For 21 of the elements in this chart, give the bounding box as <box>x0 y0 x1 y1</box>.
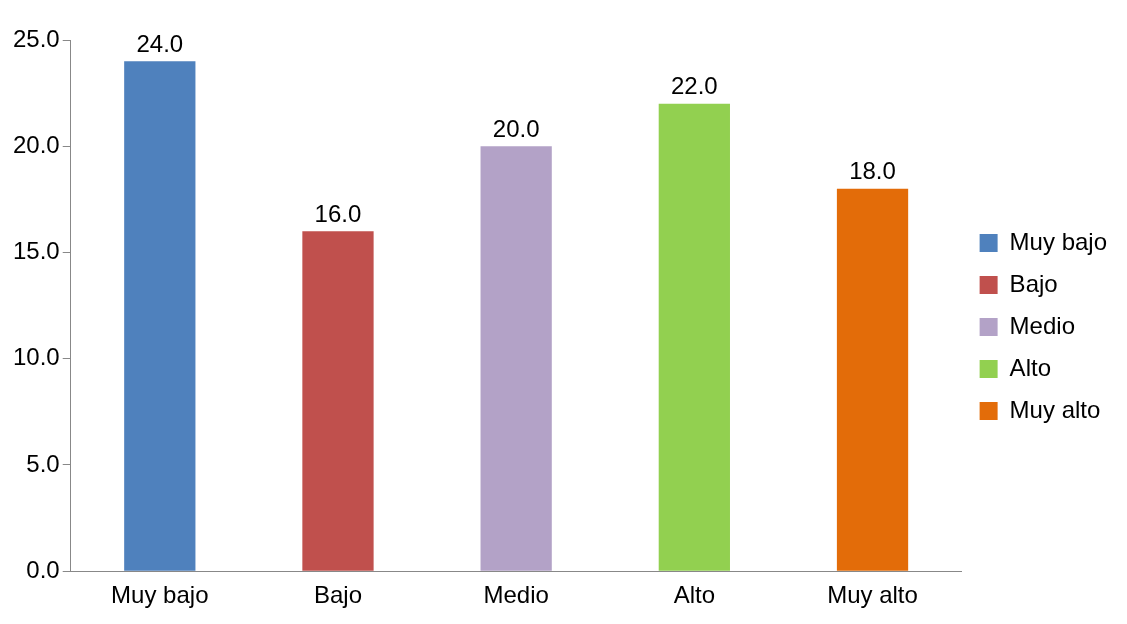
data-label: 20.0 <box>492 114 540 142</box>
x-tick-label: Bajo <box>313 581 363 609</box>
data-label: 16.0 <box>314 199 362 227</box>
x-tick-label: Alto <box>673 581 716 609</box>
legend-label: Muy bajo <box>1009 227 1108 255</box>
data-label: 22.0 <box>670 72 718 100</box>
data-label: 24.0 <box>136 29 184 57</box>
legend-label: Muy alto <box>1009 395 1101 423</box>
y-tick-label: 15.0 <box>12 237 60 265</box>
y-tick-label: 5.0 <box>26 449 60 477</box>
x-tick-label: Muy alto <box>827 581 918 609</box>
y-tick-label: 25.0 <box>12 24 60 52</box>
x-tick-label: Medio <box>483 581 549 609</box>
y-tick-label: 20.0 <box>12 130 60 158</box>
legend-label: Bajo <box>1009 269 1058 297</box>
x-tick-label: Muy bajo <box>111 581 209 609</box>
y-tick-label: 10.0 <box>12 343 60 371</box>
legend-label: Alto <box>1009 353 1051 381</box>
data-label: 18.0 <box>849 157 896 185</box>
legend-label: Medio <box>1009 311 1075 339</box>
y-tick-label: 0.0 <box>26 555 60 583</box>
